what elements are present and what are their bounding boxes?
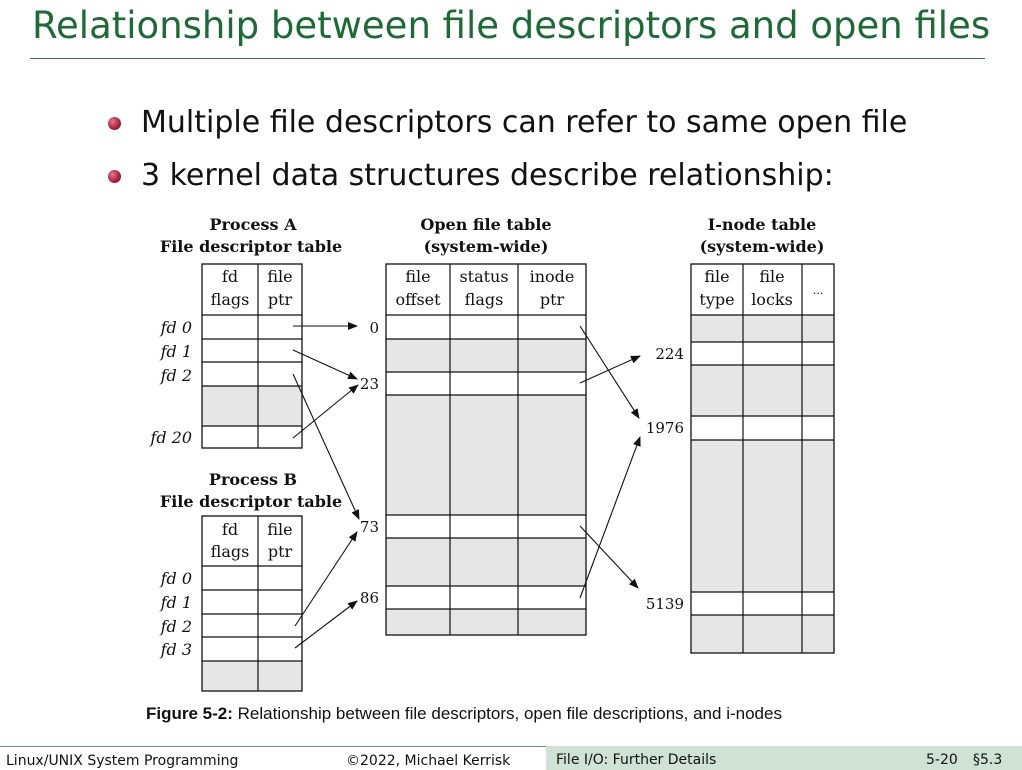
- process-a-title: Process A: [209, 215, 297, 234]
- inode-table-subtitle: (system-wide): [700, 237, 825, 256]
- footer-left-panel: Linux/UNIX System Programming ©2022, Mic…: [0, 746, 546, 770]
- arrow-b-fd2: [294, 531, 358, 627]
- open-file-table-title: Open file table: [420, 215, 551, 234]
- col-header: fd: [222, 267, 238, 286]
- footer-copyright: ©2022, Michael Kerrisk: [346, 753, 511, 769]
- arrow-a-fd2: [292, 373, 360, 520]
- process-a-fd-table: [201, 263, 303, 449]
- process-b-fd-table: [201, 515, 303, 692]
- bullet-item: Multiple file descriptors can refer to s…: [108, 102, 907, 155]
- col-header: offset: [395, 290, 441, 309]
- arrow-a-fd1: [292, 349, 358, 380]
- col-header: fd: [222, 520, 238, 539]
- arrow-open23-inode: [579, 355, 641, 384]
- arrow-open0-inode: [579, 325, 640, 419]
- process-b-subtitle: File descriptor table: [160, 492, 342, 511]
- fd-label: fd 0: [160, 569, 192, 588]
- bullet-text: Multiple file descriptors can refer to s…: [141, 105, 908, 140]
- footer-section-title: File I/O: Further Details: [556, 752, 717, 768]
- arrow-b-fd3: [294, 600, 358, 649]
- col-header: ptr: [540, 290, 565, 309]
- col-header: file: [267, 267, 292, 286]
- fd-label: fd 1: [160, 593, 192, 612]
- inode-table-title: I-node table: [708, 215, 817, 234]
- fd-label: fd 2: [160, 366, 192, 385]
- inode-number: 224: [655, 345, 684, 363]
- figure-caption: Figure 5-2: Relationship between file de…: [146, 704, 782, 724]
- caption-text: Relationship between file descriptors, o…: [232, 704, 782, 723]
- bullet-dot-icon: [108, 170, 121, 183]
- col-header: ptr: [268, 290, 293, 309]
- footer-course: Linux/UNIX System Programming: [6, 753, 239, 769]
- open-file-index: 0: [369, 319, 379, 337]
- col-header: type: [699, 290, 734, 309]
- col-header: flags: [211, 290, 250, 309]
- bullet-list: Multiple file descriptors can refer to s…: [108, 102, 907, 208]
- process-a-subtitle: File descriptor table: [160, 237, 342, 256]
- fd-label: fd 2: [160, 617, 192, 636]
- fd-label: fd 20: [149, 428, 192, 447]
- caption-label: Figure 5-2:: [146, 704, 233, 723]
- col-header: locks: [751, 290, 793, 309]
- open-file-table-subtitle: (system-wide): [424, 237, 549, 256]
- col-header: flags: [465, 290, 504, 309]
- open-file-table: [385, 263, 587, 636]
- footer-right-panel: File I/O: Further Details 5-20 §5.3: [546, 746, 1022, 770]
- fd-label: fd 3: [160, 640, 192, 659]
- bullet-text: 3 kernel data structures describe relati…: [141, 158, 834, 193]
- col-header: ...: [813, 284, 824, 297]
- bullet-item: 3 kernel data structures describe relati…: [108, 155, 907, 208]
- process-b-title: Process B: [209, 470, 297, 489]
- open-file-index: 23: [360, 375, 379, 393]
- bullet-dot-icon: [108, 117, 121, 130]
- fd-relationship-diagram: Process A File descriptor table fd flags…: [149, 215, 835, 692]
- slide-title: Relationship between file descriptors an…: [32, 4, 991, 47]
- open-file-index: 73: [360, 518, 379, 536]
- open-file-index: 86: [360, 589, 379, 607]
- col-header: flags: [211, 542, 250, 561]
- footer-page-number: 5-20: [926, 752, 958, 768]
- inode-table: [690, 263, 835, 654]
- arrow-a-fd20: [292, 384, 359, 439]
- col-header: file: [759, 267, 784, 286]
- col-header: file: [405, 267, 430, 286]
- col-header: inode: [530, 267, 575, 286]
- title-divider: [30, 58, 985, 59]
- fd-label: fd 0: [160, 318, 192, 337]
- inode-number: 5139: [646, 595, 684, 613]
- col-header: ptr: [268, 542, 293, 561]
- col-header: status: [459, 267, 508, 286]
- footer-section-number: §5.3: [973, 752, 1003, 768]
- inode-number: 1976: [646, 419, 684, 437]
- footer-bar: Linux/UNIX System Programming ©2022, Mic…: [0, 746, 1022, 770]
- col-header: file: [267, 520, 292, 539]
- col-header: file: [704, 267, 729, 286]
- arrow-open86-inode: [579, 436, 641, 599]
- arrow-open73-inode: [579, 525, 639, 589]
- fd-label: fd 1: [160, 342, 192, 361]
